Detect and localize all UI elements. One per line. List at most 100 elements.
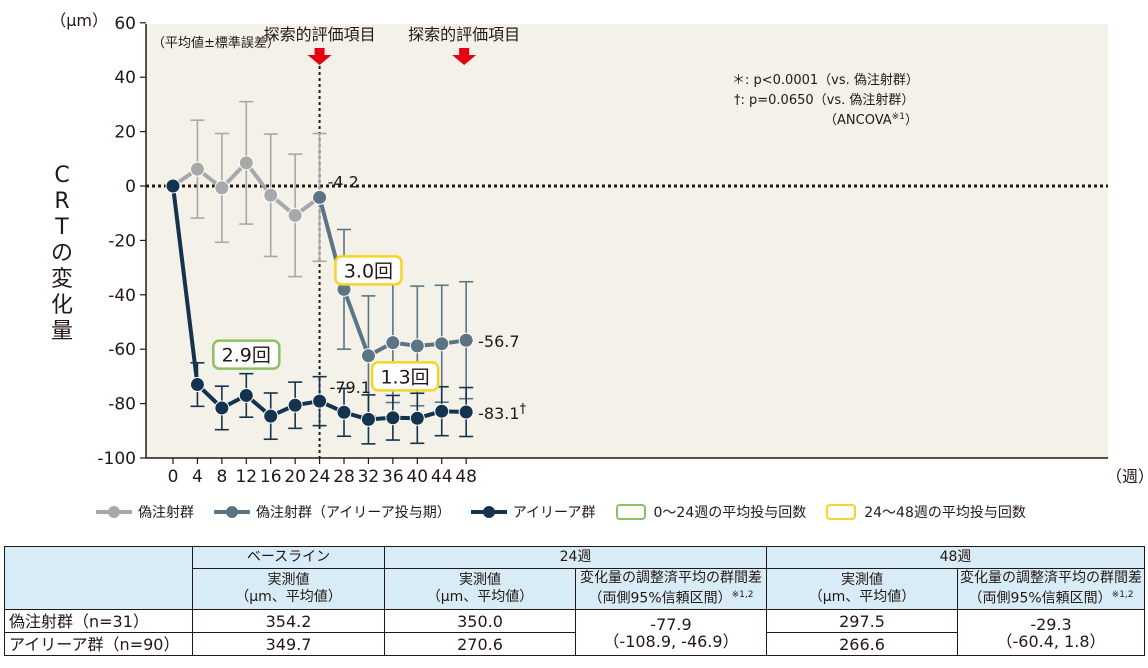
cell-diff48: -29.3 （-60.4, 1.8） bbox=[957, 609, 1146, 656]
x-tick-label: 8 bbox=[216, 467, 227, 487]
annotations: -4.2-79.1*-56.7-83.1†探索的評価項目探索的評価項目（平均値±… bbox=[152, 25, 919, 423]
red-down-arrow-icon bbox=[452, 48, 477, 65]
y-tick-label: 0 bbox=[125, 177, 136, 197]
stat-note-asterisk: ＊: p<0.0001（vs. 偽注射群） bbox=[732, 72, 919, 88]
dose-box: 3.0回 bbox=[334, 255, 403, 286]
y-axis-title-char: 量 bbox=[51, 319, 73, 344]
stat-note-close: ） bbox=[905, 113, 918, 128]
header-week24: 24週 bbox=[383, 546, 768, 569]
legend-green-box-icon bbox=[615, 504, 646, 520]
data-point bbox=[238, 387, 254, 403]
data-point bbox=[189, 377, 205, 393]
x-tick-label: 16 bbox=[260, 467, 282, 487]
row-label: 偽注射群（n=31） bbox=[4, 609, 193, 633]
subheader-diff: 変化量の調整済平均の群間差 （両側95%信頼区間）※1,2 bbox=[574, 568, 768, 610]
y-tick-label: -60 bbox=[108, 340, 136, 360]
series-2 bbox=[165, 178, 474, 445]
data-point bbox=[434, 336, 450, 352]
legend-item-eylea: アイリーア群 bbox=[470, 502, 596, 522]
table-header-row: ベースライン 24週 48週 bbox=[4, 546, 1146, 610]
table-row: 偽注射群（n=31） 354.2 350.0 -77.9 （-108.9, -46… bbox=[4, 609, 1146, 656]
cell-baseline: 354.2 bbox=[192, 609, 385, 633]
legend-sham-eylea-line-icon bbox=[214, 506, 250, 518]
data-point bbox=[434, 403, 450, 419]
row-label: アイリーア群（n=90） bbox=[4, 632, 193, 656]
legend-eylea-line-icon bbox=[470, 506, 507, 518]
legend-item-sham-eylea: 偽注射群（アイリーア投与期） bbox=[214, 502, 451, 522]
phase-label: 探索的評価項目 bbox=[408, 25, 520, 44]
x-tick-label: 12 bbox=[235, 467, 257, 487]
y-unit-label: （μm） bbox=[50, 11, 108, 30]
data-point bbox=[189, 161, 205, 177]
stat-note-superscript: ※1 bbox=[892, 112, 905, 122]
cell-diff24: -77.9 （-108.9, -46.9） bbox=[574, 609, 768, 656]
y-tick-label: 60 bbox=[114, 14, 136, 34]
header-week48: 48週 bbox=[766, 546, 1146, 569]
x-tick-label: 4 bbox=[192, 467, 203, 487]
point-label: -4.2 bbox=[328, 172, 359, 191]
data-point bbox=[336, 404, 352, 420]
cell-w48: 297.5 bbox=[766, 609, 959, 633]
cell-w24: 350.0 bbox=[384, 609, 576, 633]
y-tick-label: -100 bbox=[97, 449, 136, 469]
dose-box-frame bbox=[334, 255, 403, 286]
subheader-measured: 実測値 （μm、平均値） bbox=[766, 568, 959, 610]
x-tick-label: 36 bbox=[382, 467, 404, 487]
data-point bbox=[360, 411, 376, 427]
x-tick-label: 44 bbox=[431, 467, 453, 487]
data-point bbox=[385, 335, 401, 351]
y-tick-label: 20 bbox=[114, 123, 136, 143]
subheader-diff: 変化量の調整済平均の群間差 （両側95%信頼区間）※1,2 bbox=[957, 568, 1146, 610]
data-point bbox=[458, 332, 474, 348]
data-point bbox=[409, 338, 425, 354]
data-point bbox=[312, 189, 328, 205]
y-axis-title-char: R bbox=[54, 189, 69, 214]
x-tick-label: 32 bbox=[358, 467, 380, 487]
data-point bbox=[263, 187, 279, 203]
table-row: アイリーア群（n=90） 349.7 270.6 266.6 bbox=[4, 632, 1145, 656]
chart-legend: 偽注射群 偽注射群（アイリーア投与期） アイリーア群 0〜24週の平均投与回数 … bbox=[96, 498, 1046, 526]
red-down-arrow-icon bbox=[307, 48, 332, 65]
legend-label: 偽注射群 bbox=[138, 505, 194, 521]
table-subheader-row: 実測値 （μm、平均値） 実測値 （μm、平均値） 変化量の調整済平均の群間差 （両側… bbox=[5, 568, 1146, 610]
legend-item-sham: 偽注射群 bbox=[96, 502, 194, 522]
legend-label: 偽注射群（アイリーア投与期） bbox=[256, 505, 451, 521]
phase-label: 探索的評価項目 bbox=[264, 25, 376, 44]
y-axis-title-char: 変 bbox=[51, 267, 73, 292]
data-point bbox=[214, 400, 230, 416]
cell-baseline: 349.7 bbox=[192, 632, 385, 656]
dose-box-label: 2.9回 bbox=[222, 345, 271, 367]
y-axis-title-char: C bbox=[54, 163, 69, 188]
legend-item-dose-0-24: 0〜24週の平均投与回数 bbox=[615, 502, 807, 522]
data-point bbox=[385, 410, 401, 426]
legend-label: 24〜48週の平均投与回数 bbox=[864, 505, 1026, 521]
y-axis-title-char: の bbox=[51, 241, 73, 266]
point-label: -79.1* bbox=[330, 376, 378, 397]
point-label-mark: † bbox=[520, 402, 527, 417]
x-tick-label: 40 bbox=[406, 467, 428, 487]
y-tick-label: -20 bbox=[108, 231, 136, 251]
legend-sham-line-icon bbox=[96, 506, 132, 518]
subheader-measured: 実測値 （μm、平均値） bbox=[192, 568, 385, 610]
legend-item-dose-24-48: 24〜48週の平均投与回数 bbox=[826, 502, 1026, 522]
data-point bbox=[312, 393, 328, 409]
dose-box: 1.3回 bbox=[370, 361, 440, 392]
data-point bbox=[360, 348, 376, 364]
x-tick-label: 24 bbox=[309, 467, 331, 487]
y-tick-label: 40 bbox=[114, 68, 136, 88]
legend-label: 0〜24週の平均投与回数 bbox=[653, 505, 807, 521]
header-baseline: ベースライン bbox=[192, 546, 385, 569]
subheader-measured: 実測値 （μm、平均値） bbox=[384, 568, 576, 610]
data-point bbox=[409, 410, 425, 426]
dose-box-frame bbox=[370, 361, 440, 392]
data-point bbox=[214, 180, 230, 196]
stat-note-dagger: †: p=0.0650（vs. 偽注射群） bbox=[734, 92, 914, 108]
cell-w48: 266.6 bbox=[766, 632, 959, 656]
point-label: -83.1† bbox=[478, 402, 526, 423]
series-1 bbox=[312, 189, 474, 417]
table-corner bbox=[4, 546, 193, 610]
legend-label: アイリーア群 bbox=[512, 505, 596, 521]
data-point bbox=[238, 155, 254, 171]
